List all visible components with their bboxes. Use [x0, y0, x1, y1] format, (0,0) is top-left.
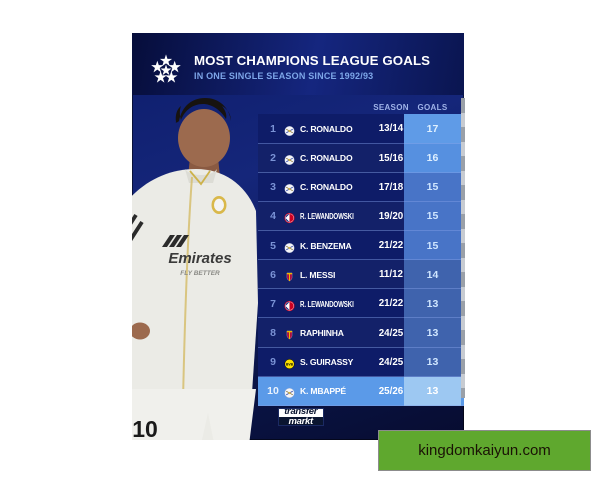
- svg-text:BVB: BVB: [286, 363, 294, 367]
- svg-text:Emirates: Emirates: [168, 250, 231, 267]
- svg-text:10: 10: [132, 416, 158, 440]
- svg-text:FLY BETTER: FLY BETTER: [180, 270, 220, 277]
